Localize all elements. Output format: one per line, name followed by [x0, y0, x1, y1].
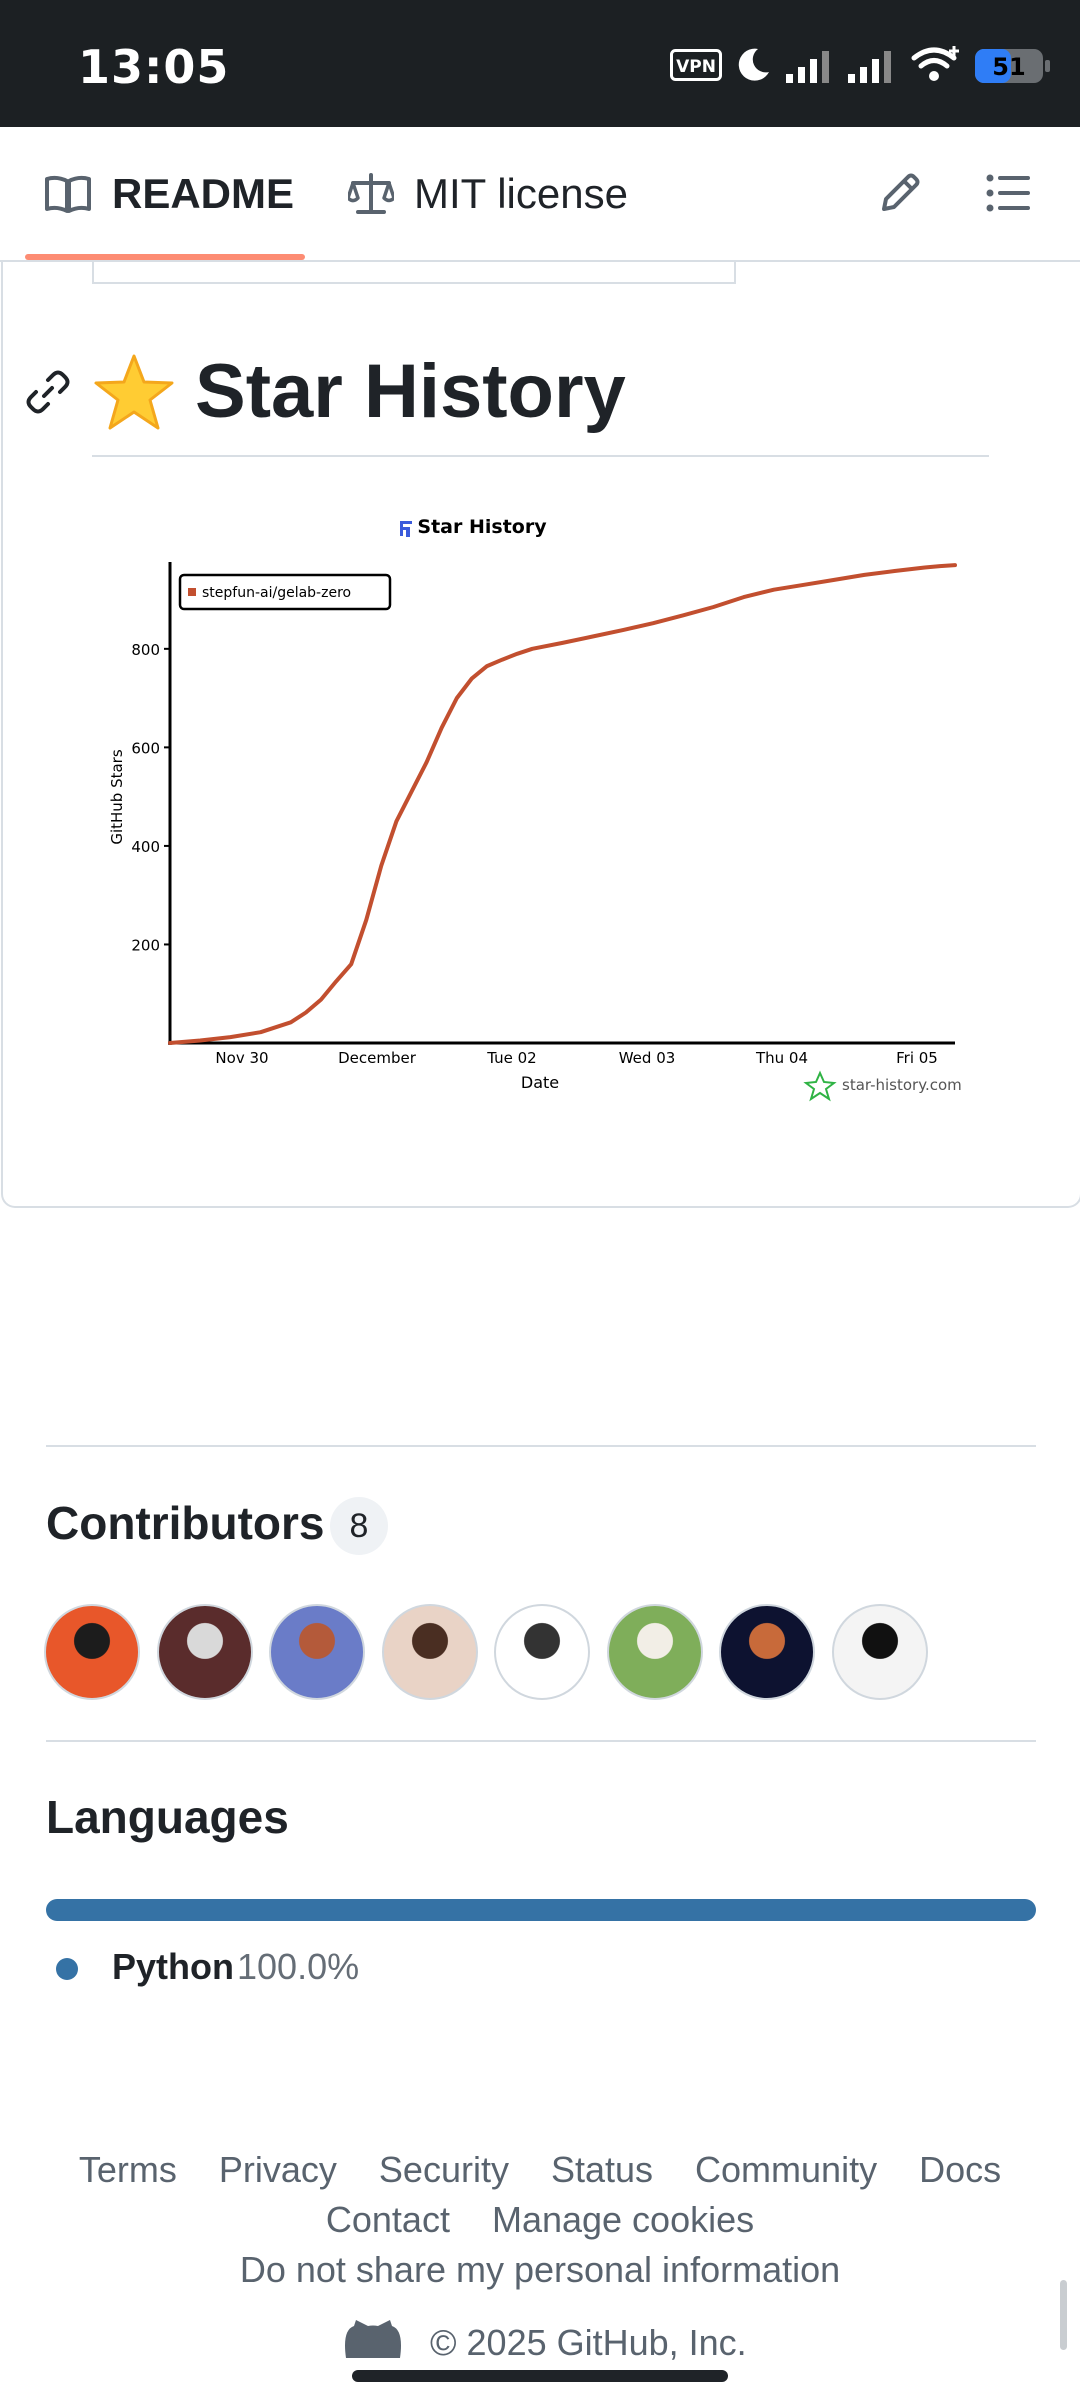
vpn-icon: VPN	[670, 49, 722, 81]
contributors-title[interactable]: Contributors	[46, 1497, 325, 1549]
readme-tab-bar: README MIT license	[0, 127, 1080, 262]
tab-license[interactable]: MIT license	[348, 127, 628, 260]
tab-license-label: MIT license	[414, 169, 628, 217]
chart-title: Star History	[417, 516, 547, 538]
star-history-heading: Star History	[0, 340, 1000, 450]
languages-title: Languages	[46, 1791, 289, 1843]
footer-link-status[interactable]: Status	[550, 2149, 654, 2190]
chart-watermark: star-history.com	[842, 1076, 962, 1094]
chart-x-tick-label: Wed 03	[619, 1049, 676, 1067]
avatar-dog[interactable]	[606, 1604, 703, 1700]
avatar-cartoon[interactable]	[494, 1604, 590, 1700]
star-history-logo-icon	[803, 1070, 837, 1102]
chart-legend-box	[178, 573, 392, 611]
scrollbar-thumb[interactable]	[1060, 2280, 1067, 2350]
language-name[interactable]: Python	[112, 1946, 234, 1987]
footer-link-security[interactable]: Security	[378, 2149, 509, 2190]
chart-legend-swatch	[188, 588, 196, 596]
chart-logo-icon	[400, 521, 412, 537]
chart-legend-label: stepfun-ai/gelab-zero	[202, 585, 351, 601]
section-divider	[46, 1740, 1036, 1742]
avatar-girl[interactable]	[381, 1604, 478, 1700]
link-icon[interactable]	[26, 370, 70, 414]
footer-link-docs[interactable]: Docs	[919, 2149, 1002, 2190]
chart-x-tick-label: Thu 04	[755, 1049, 808, 1067]
home-indicator[interactable]	[352, 2370, 728, 2382]
chart-series-line	[168, 563, 957, 1045]
footer-link-manage-cookies[interactable]: Manage cookies	[491, 2199, 755, 2240]
avatar-dragon[interactable]	[269, 1604, 365, 1700]
footer-link-contact[interactable]: Contact	[325, 2199, 450, 2240]
star-history-chart[interactable]: Star History 200 400 600 800 Nov 30 December Tu…	[100, 495, 980, 1115]
footer-links-row-1: Terms Privacy Security Status Community Docs	[0, 2149, 1080, 2191]
contributors-count-badge: 8	[330, 1497, 388, 1555]
footer-copyright: © 2025 GitHub, Inc.	[430, 2322, 747, 2363]
previous-content-box	[92, 260, 736, 284]
chart-y-tick-label: 200	[131, 936, 160, 954]
chart-y-tick-label: 600	[131, 739, 160, 757]
footer-links-row-2: Contact Manage cookies	[0, 2199, 1080, 2241]
readme-heading: Star History	[195, 349, 626, 434]
footer-link-terms[interactable]: Terms	[78, 2149, 177, 2190]
readme-container	[1, 260, 1080, 1208]
svg-text:51: 51	[992, 53, 1025, 81]
chart-y-tick-label: 400	[131, 838, 160, 856]
chart-x-tick-label: Tue 02	[486, 1049, 536, 1067]
avatar-person[interactable]	[156, 1604, 253, 1700]
pencil-icon[interactable]	[876, 171, 922, 217]
heading-divider	[92, 455, 989, 457]
github-logo-icon[interactable]	[340, 2318, 406, 2358]
signal-icon	[786, 51, 829, 83]
language-percent: 100.0%	[237, 1946, 360, 1987]
avatar-space[interactable]	[719, 1604, 815, 1700]
section-divider	[46, 1445, 1036, 1447]
footer-link-privacy[interactable]: Privacy	[218, 2149, 337, 2190]
star-emoji-icon	[94, 354, 174, 430]
status-bar: 13:05 VPN 51	[0, 0, 1080, 127]
status-time: 13:05	[78, 40, 230, 94]
wifi-icon	[911, 46, 959, 81]
moon-icon	[738, 48, 769, 81]
avatar-witch[interactable]	[44, 1604, 140, 1700]
footer-link-do-not-share[interactable]: Do not share my personal information	[239, 2249, 841, 2290]
scale-icon	[348, 172, 394, 214]
chart-y-tick-label: 800	[131, 641, 160, 659]
chart-x-tick-label: Fri 05	[896, 1049, 938, 1067]
status-icons: VPN 51	[560, 0, 1080, 127]
battery-icon: 51	[975, 49, 1050, 83]
language-bar-python	[46, 1899, 1036, 1921]
svg-text:VPN: VPN	[676, 57, 716, 77]
avatar-penguin[interactable]	[831, 1604, 928, 1700]
chart-x-axis-label: Date	[521, 1073, 559, 1092]
tab-readme[interactable]: README	[44, 127, 294, 260]
chart-x-tick-label: Nov 30	[215, 1049, 268, 1067]
active-tab-indicator	[25, 254, 305, 260]
chart-y-axis-label: GitHub Stars	[108, 749, 126, 845]
tab-readme-label: README	[112, 169, 295, 217]
chart-x-tick-label: December	[338, 1049, 417, 1067]
language-dot-python	[56, 1958, 78, 1980]
footer-link-community[interactable]: Community	[695, 2149, 878, 2190]
list-icon[interactable]	[986, 173, 1030, 213]
signal-icon	[848, 51, 891, 83]
book-icon	[45, 175, 91, 213]
footer-links-row-3: Do not share my personal information	[0, 2249, 1080, 2291]
